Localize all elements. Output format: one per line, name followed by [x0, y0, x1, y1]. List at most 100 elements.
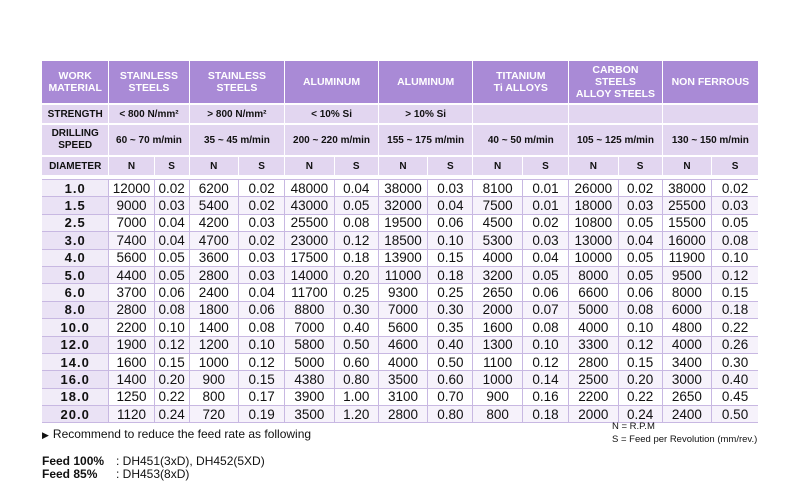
rpm-cell: 4000	[568, 318, 619, 337]
diameter-label: DIAMETER	[42, 155, 109, 175]
rpm-cell: 1120	[108, 405, 155, 424]
feed-label: Feed 100%	[42, 454, 105, 468]
feed-cell: 0.50	[333, 335, 379, 354]
rpm-cell: 13900	[377, 248, 428, 267]
feed-value: : DH451(3xD), DH452(5XD)	[116, 454, 265, 468]
table-row: 16.0 1400 0.20 900 0.15 4380 0.80 3500 0.60 1000 0…	[42, 370, 758, 389]
drilling-speed-label: DRILLING SPEED	[42, 123, 109, 156]
diameter-cell: 20.0	[42, 405, 109, 424]
table-row: 8.0 2800 0.08 1800 0.06 8800 0.30 7000 0.30 2000 0…	[42, 300, 758, 319]
feed-cell: 0.18	[333, 248, 379, 267]
col-s-header: S	[617, 155, 663, 175]
rpm-cell: 900	[188, 370, 239, 389]
feed-cell: 0.60	[333, 352, 379, 371]
rpm-cell: 48000	[284, 178, 335, 197]
strength-label: STRENGTH	[42, 103, 109, 124]
feed-cell: 0.15	[711, 283, 758, 302]
legend-n: N = R.P.M	[612, 421, 655, 432]
rpm-cell: 5600	[377, 318, 428, 337]
header-row: WORK MATERIAL STAINLESS STEELS STAINLESS…	[42, 61, 758, 104]
rpm-cell: 7000	[108, 213, 155, 232]
feed-cell: 0.18	[711, 300, 758, 319]
strength-value: > 10% Si	[377, 103, 473, 124]
feed-cell: 0.40	[711, 370, 758, 389]
material-header-aluminum-2: ALUMINUM	[377, 61, 473, 104]
feed-cell: 0.03	[711, 196, 758, 215]
rpm-cell: 2500	[568, 370, 619, 389]
rpm-cell: 5000	[568, 300, 619, 319]
rpm-cell: 2200	[568, 387, 619, 406]
rpm-cell: 18500	[377, 231, 428, 250]
rpm-cell: 3700	[108, 283, 155, 302]
table-row: 1.5 9000 0.03 5400 0.02 43000 0.05 32000 0.04 750…	[42, 196, 758, 215]
feed-rate-note: ▶ Recommend to reduce the feed rate as fo…	[42, 427, 311, 441]
table-row: 14.0 1600 0.15 1000 0.12 5000 0.60 4000 0.50 1100…	[42, 352, 758, 371]
feed-cell: 0.08	[333, 213, 379, 232]
feed-cell: 0.50	[711, 405, 758, 424]
rpm-cell: 15500	[661, 213, 712, 232]
feed-cell: 0.19	[237, 405, 285, 424]
rpm-cell: 2800	[108, 300, 155, 319]
rpm-cell: 1400	[108, 370, 155, 389]
rpm-cell: 2800	[188, 265, 239, 284]
feed-cell: 0.30	[427, 300, 473, 319]
table-row: 10.0 2200 0.10 1400 0.08 7000 0.40 5600 0.35 1600…	[42, 318, 758, 337]
feed-cell: 0.06	[153, 283, 190, 302]
feed-cell: 0.04	[333, 178, 379, 197]
col-s-header: S	[333, 155, 379, 175]
feed-cell: 0.10	[617, 318, 663, 337]
feed-cell: 0.04	[521, 248, 569, 267]
strength-value	[568, 103, 663, 124]
rpm-cell: 4000	[661, 335, 712, 354]
feed-cell: 0.03	[427, 178, 473, 197]
rpm-cell: 13000	[568, 231, 619, 250]
diameter-cell: 1.0	[42, 178, 109, 197]
material-header-carbon-steels: CARBON STEELS ALLOY STEELS	[568, 61, 663, 104]
rpm-cell: 3500	[284, 405, 335, 424]
rpm-cell: 2200	[108, 318, 155, 337]
feed-cell: 1.20	[333, 405, 379, 424]
rpm-cell: 1600	[472, 318, 523, 337]
feed-cell: 0.16	[521, 387, 569, 406]
material-header-stainless-2: STAINLESS STEELS	[188, 61, 285, 104]
rpm-cell: 10800	[568, 213, 619, 232]
col-n-header: N	[284, 155, 335, 175]
col-n-header: N	[661, 155, 712, 175]
rpm-cell: 6000	[661, 300, 712, 319]
rpm-cell: 5800	[284, 335, 335, 354]
feed-cell: 0.12	[153, 335, 190, 354]
feed-cell: 0.60	[427, 370, 473, 389]
diameter-cell: 1.5	[42, 196, 109, 215]
rpm-cell: 800	[472, 405, 523, 424]
rpm-cell: 2650	[472, 283, 523, 302]
feed-cell: 0.26	[711, 335, 758, 354]
rpm-cell: 4600	[377, 335, 428, 354]
feed-cell: 0.02	[237, 178, 285, 197]
feed-cell: 0.40	[427, 335, 473, 354]
feed-cell: 0.10	[521, 335, 569, 354]
rpm-cell: 2400	[188, 283, 239, 302]
rpm-cell: 2800	[377, 405, 428, 424]
feed-item: Feed 85%: DH453(8xD)	[42, 468, 265, 481]
feed-cell: 0.04	[617, 231, 663, 250]
feed-cell: 0.35	[427, 318, 473, 337]
rpm-cell: 7000	[377, 300, 428, 319]
rpm-cell: 5000	[284, 352, 335, 371]
feed-cell: 0.07	[521, 300, 569, 319]
diameter-cell: 12.0	[42, 335, 109, 354]
feed-cell: 0.08	[711, 231, 758, 250]
legend: N = R.P.M S = Feed per Revolution (mm/re…	[612, 420, 757, 446]
rpm-cell: 10000	[568, 248, 619, 267]
col-s-header: S	[711, 155, 758, 175]
feed-cell: 0.18	[521, 405, 569, 424]
rpm-cell: 4000	[377, 352, 428, 371]
feed-cell: 0.12	[237, 352, 285, 371]
feed-cell: 0.05	[153, 265, 190, 284]
feed-cell: 0.10	[427, 231, 473, 250]
rpm-cell: 4380	[284, 370, 335, 389]
work-material-header: WORK MATERIAL	[42, 61, 109, 104]
feed-cell: 0.02	[711, 178, 758, 197]
feed-cell: 0.20	[153, 370, 190, 389]
feed-cell: 0.12	[521, 352, 569, 371]
